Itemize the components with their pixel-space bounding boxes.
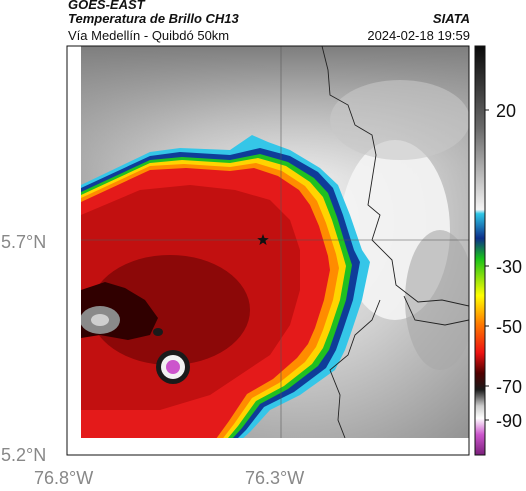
lon-label-76-3: 76.3°W <box>245 468 304 488</box>
convective-system <box>81 135 370 438</box>
region-subtitle: Vía Medellín - Quibdó 50km <box>68 28 230 43</box>
colorbar-label: -30 <box>496 257 522 277</box>
agency-label: SIATA <box>432 11 470 26</box>
overshooting-top-light <box>91 314 109 326</box>
boundary-line-north <box>321 46 469 307</box>
star-icon <box>257 234 269 245</box>
lat-label-5-7: 5.7°N <box>1 232 46 252</box>
boundary-line-branch <box>403 295 469 326</box>
grey-cloud-north <box>330 80 469 160</box>
map-border <box>66 45 470 456</box>
colorbar-label: 20 <box>496 101 516 121</box>
colorbar-label: -70 <box>496 377 522 397</box>
boundary-line-mid <box>329 299 381 438</box>
map-bottom-strip <box>67 438 469 455</box>
lon-label-76-8: 76.8°W <box>34 468 93 488</box>
cold-patch <box>153 328 163 336</box>
colorbar: 20 -30 -50 -70 -90 <box>474 45 522 456</box>
satellite-name: GOES-EAST <box>68 0 145 12</box>
timestamp: 2024-02-18 19:59 <box>367 28 470 43</box>
overshooting-top-south-magenta <box>166 360 180 374</box>
lat-label-5-2: 5.2°N <box>1 445 46 465</box>
colorbar-ramp <box>474 45 486 456</box>
colorbar-label: -90 <box>496 411 522 431</box>
colorbar-label: -50 <box>496 317 522 337</box>
product-title: Temperatura de Brillo CH13 <box>68 11 239 26</box>
imagery-layer <box>81 46 469 438</box>
